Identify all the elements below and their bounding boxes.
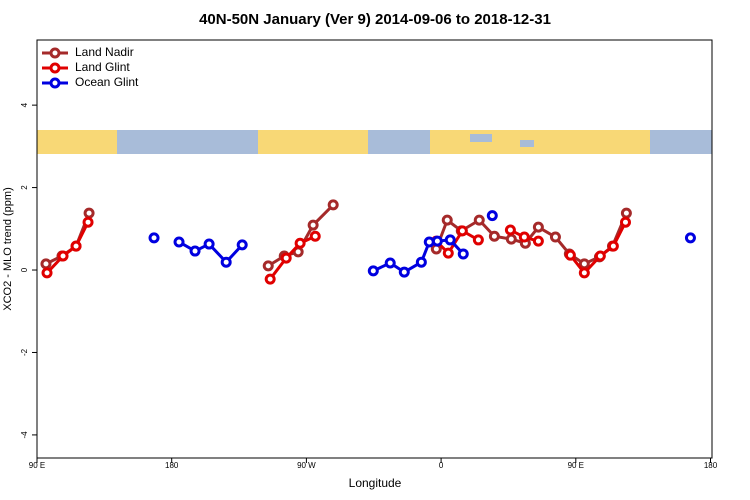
marker [620, 207, 632, 219]
marker [619, 216, 631, 228]
plot-frame [36, 39, 713, 459]
marker [486, 210, 498, 222]
marker [280, 252, 292, 264]
marker [307, 219, 319, 231]
legend-label: Ocean Glint [75, 75, 139, 89]
x-tick-label: 90 E [29, 461, 45, 470]
y-tick-label: 0 [20, 267, 29, 272]
x-tick-label: 90 E [568, 461, 584, 470]
marker [294, 237, 306, 249]
legend-marker [49, 47, 61, 59]
marker [83, 207, 95, 219]
chart-title: 40N-50N January (Ver 9) 2014-09-06 to 20… [199, 11, 551, 28]
marker [82, 216, 94, 228]
marker [532, 221, 544, 233]
marker [220, 256, 232, 268]
marker [41, 267, 53, 279]
y-tick-label: -4 [20, 431, 29, 439]
marker [594, 250, 606, 262]
legend-marker [49, 62, 61, 74]
marker [532, 235, 544, 247]
marker [264, 273, 276, 285]
x-tick-label: 0 [439, 461, 444, 470]
marker [415, 256, 427, 268]
series-line [45, 221, 90, 274]
legend-label: Land Nadir [75, 45, 134, 59]
marker [564, 249, 576, 261]
marker [189, 245, 201, 257]
marker [473, 214, 485, 226]
marker [472, 234, 484, 246]
series-line [268, 234, 316, 281]
x-tick-label: 180 [704, 461, 718, 470]
marker [457, 248, 469, 260]
marker [148, 232, 160, 244]
x-tick-label: 90 W [297, 461, 316, 470]
marker [607, 240, 619, 252]
marker [431, 235, 443, 247]
marker [456, 225, 468, 237]
marker [384, 257, 396, 269]
marker [441, 214, 453, 226]
marker [398, 266, 410, 278]
marker [327, 199, 339, 211]
marker [505, 233, 517, 245]
marker [684, 232, 696, 244]
marker [262, 260, 274, 272]
marker [173, 236, 185, 248]
legend-label: Land Glint [75, 60, 130, 74]
y-axis-label: XCO2 - MLO trend (ppm) [2, 187, 14, 310]
y-tick-label: 2 [20, 185, 29, 190]
marker [444, 234, 456, 246]
x-axis-label: Longitude [349, 476, 402, 490]
marker [70, 240, 82, 252]
marker [57, 250, 69, 262]
marker [578, 258, 590, 270]
marker [549, 231, 561, 243]
marker [40, 258, 52, 270]
legend-marker [49, 77, 61, 89]
marker [518, 231, 530, 243]
marker [578, 267, 590, 279]
marker [309, 230, 321, 242]
marker [203, 238, 215, 250]
x-tick-label: 180 [165, 461, 179, 470]
marker [442, 247, 454, 259]
y-tick-label: 4 [20, 102, 29, 107]
y-tick-label: -2 [20, 348, 29, 356]
map-strip [37, 130, 712, 154]
marker [367, 265, 379, 277]
marker [236, 239, 248, 251]
marker [504, 224, 516, 236]
marker [488, 230, 500, 242]
